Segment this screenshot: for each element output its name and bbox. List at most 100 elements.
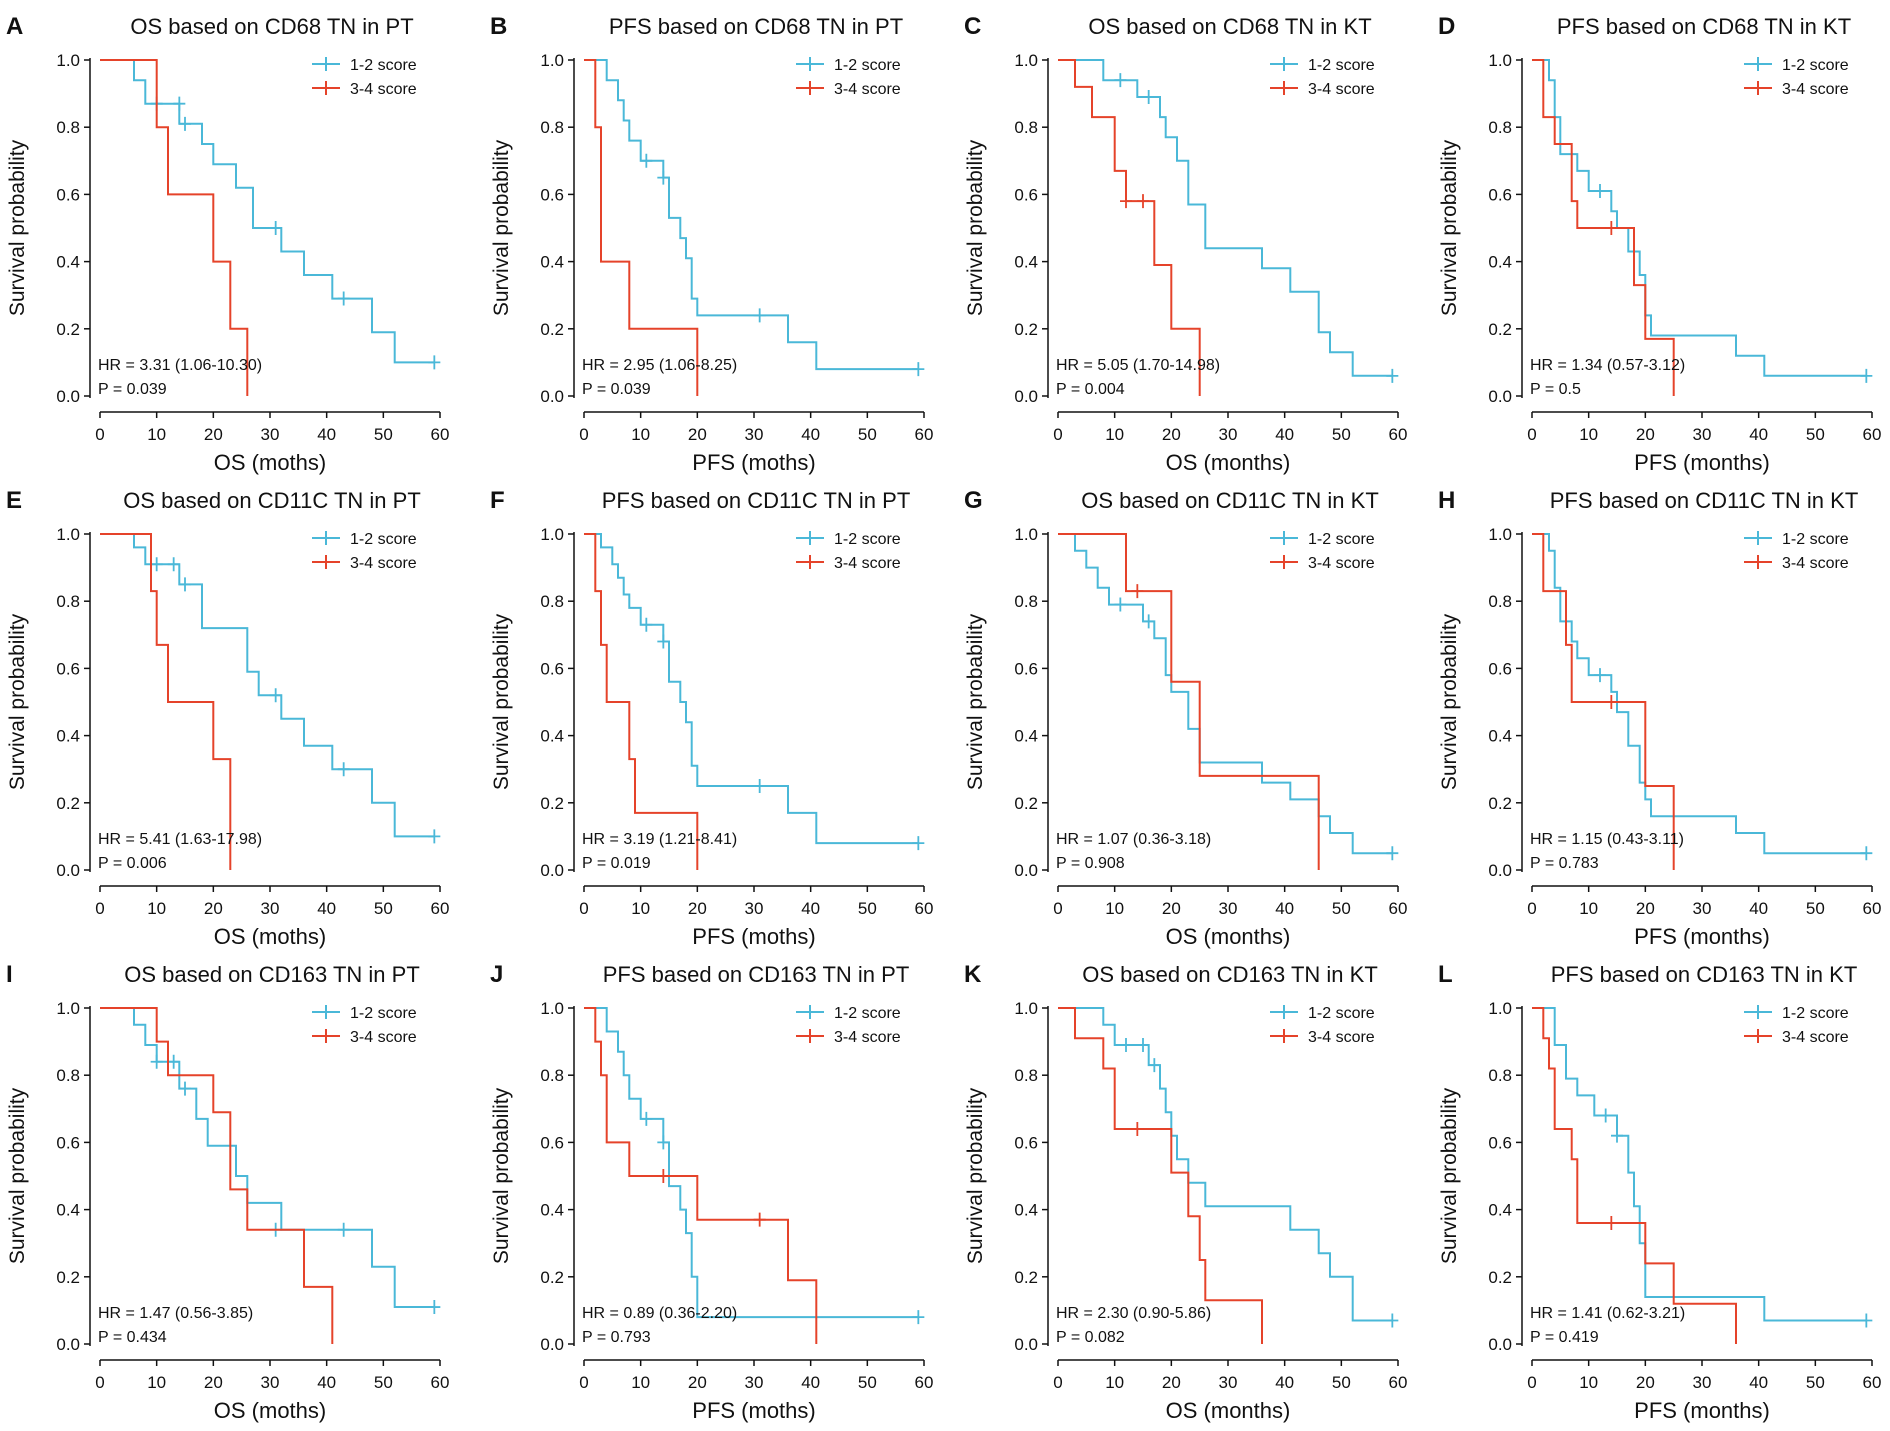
x-tick-label: 40: [801, 1373, 820, 1392]
legend-swatch-low: [312, 531, 340, 545]
hr-annotation: HR = 3.19 (1.21-8.41): [582, 831, 737, 848]
x-tick-label: 0: [95, 425, 104, 444]
chart-panel-f: F PFS based on CD11C TN in PT 0.0 0.2 0.4 0.6…: [490, 487, 933, 949]
censor-mark: [173, 96, 186, 111]
y-tick-label: 0.2: [540, 320, 564, 339]
x-tick-label: 30: [1219, 425, 1238, 444]
hr-annotation: HR = 1.07 (0.36-3.18): [1056, 831, 1211, 848]
x-tick-label: 10: [1579, 899, 1598, 918]
censor-mark: [1594, 668, 1606, 683]
x-tick-label: 40: [1275, 425, 1294, 444]
x-tick-label: 0: [579, 899, 588, 918]
legend-label: 1-2 score: [834, 57, 901, 74]
censor-mark: [912, 362, 925, 377]
y-tick-label: 0.8: [540, 592, 564, 611]
x-tick-label: 60: [1389, 425, 1408, 444]
p-value-annotation: P = 0.908: [1056, 855, 1125, 872]
y-tick-label: 0.4: [1014, 253, 1038, 272]
y-tick-label: 1.0: [540, 999, 564, 1018]
legend-swatch-low: [796, 1005, 824, 1019]
censor-mark: [1605, 1216, 1618, 1231]
legend-label: 3-4 score: [834, 555, 901, 572]
legend-label: 1-2 score: [1308, 531, 1375, 548]
chart-title: PFS based on CD163 TN in PT: [603, 962, 910, 987]
x-tick-label: 50: [1332, 899, 1351, 918]
x-tick-label: 30: [745, 425, 764, 444]
censor-mark: [1142, 89, 1155, 104]
censor-mark: [753, 1212, 766, 1227]
y-tick-label: 0.6: [540, 185, 564, 204]
x-tick-label: 30: [261, 1373, 280, 1392]
chart-title: PFS based on CD11C TN in KT: [1550, 488, 1859, 513]
x-tick-label: 0: [95, 1373, 104, 1392]
legend-swatch-high: [1744, 1029, 1772, 1043]
y-tick-label: 0.8: [540, 1066, 564, 1085]
x-axis-label: PFS (moths): [692, 924, 815, 949]
chart-title: OS based on CD163 TN in KT: [1082, 962, 1378, 987]
censor-mark: [428, 355, 441, 370]
legend-label: 1-2 score: [834, 531, 901, 548]
x-tick-label: 0: [1053, 425, 1062, 444]
legend-swatch-low: [312, 57, 340, 71]
chart-title: PFS based on CD11C TN in PT: [602, 488, 911, 513]
panel-letter: I: [6, 961, 13, 988]
x-tick-label: 20: [1636, 425, 1655, 444]
x-tick-label: 50: [1806, 1373, 1825, 1392]
y-tick-label: 0.2: [56, 1268, 80, 1287]
x-tick-label: 40: [1275, 899, 1294, 918]
y-tick-label: 0.2: [1014, 1268, 1038, 1287]
x-tick-label: 10: [631, 899, 650, 918]
x-tick-label: 40: [801, 425, 820, 444]
censor-mark: [1386, 1313, 1399, 1328]
km-curve-high: [100, 1007, 334, 1344]
km-curve-low: [100, 59, 435, 364]
x-tick-label: 40: [317, 1373, 336, 1392]
y-tick-label: 1.0: [56, 525, 80, 544]
x-tick-label: 30: [1693, 899, 1712, 918]
censor-mark: [1605, 221, 1618, 235]
y-tick-label: 0.4: [1488, 253, 1512, 272]
y-tick-label: 0.2: [1488, 320, 1512, 339]
chart-panel-b: B PFS based on CD68 TN in PT 0.0 0.2 0.4 0.6 0…: [490, 13, 933, 475]
y-tick-label: 0.4: [1488, 727, 1512, 746]
km-curve-high: [1532, 1007, 1737, 1344]
x-tick-label: 10: [631, 1373, 650, 1392]
x-tick-label: 0: [1053, 899, 1062, 918]
x-tick-label: 60: [1863, 1373, 1882, 1392]
y-tick-label: 0.2: [1488, 794, 1512, 813]
chart-title: PFS based on CD163 TN in KT: [1551, 962, 1858, 987]
legend-swatch-high: [312, 81, 340, 95]
km-curve-high: [1058, 59, 1201, 396]
censor-mark: [640, 153, 653, 168]
censor-mark: [753, 779, 766, 793]
chart-title: OS based on CD68 TN in PT: [130, 14, 413, 39]
hr-annotation: HR = 5.05 (1.70-14.98): [1056, 357, 1220, 374]
legend-swatch-low: [312, 1005, 340, 1019]
km-curve-low: [100, 1007, 435, 1308]
x-tick-label: 0: [95, 899, 104, 918]
y-tick-label: 0.4: [56, 1201, 80, 1220]
legend-label: 1-2 score: [1782, 531, 1849, 548]
legend-label: 1-2 score: [1308, 1005, 1375, 1022]
km-curve-high: [584, 533, 699, 870]
y-tick-label: 0.6: [540, 1133, 564, 1152]
censor-mark: [1120, 194, 1132, 209]
x-tick-label: 20: [688, 425, 707, 444]
y-tick-label: 0.6: [1014, 659, 1038, 678]
x-tick-label: 50: [1332, 1373, 1351, 1392]
x-tick-label: 30: [1219, 1373, 1238, 1392]
km-curve-high: [100, 59, 249, 396]
y-tick-label: 0.6: [1014, 185, 1038, 204]
x-tick-label: 20: [1636, 1373, 1655, 1392]
legend-swatch-high: [1744, 555, 1772, 569]
y-tick-label: 0.0: [540, 387, 564, 406]
hr-annotation: HR = 2.95 (1.06-8.25): [582, 357, 737, 374]
legend-swatch-high: [796, 1029, 824, 1043]
y-tick-label: 0.2: [540, 794, 564, 813]
x-tick-label: 60: [1863, 425, 1882, 444]
x-tick-label: 20: [688, 1373, 707, 1392]
x-tick-label: 20: [204, 1373, 223, 1392]
chart-panel-c: C OS based on CD68 TN in KT 0.0 0.2 0.4 0.6 0.…: [964, 13, 1407, 475]
y-tick-label: 1.0: [1488, 525, 1512, 544]
x-tick-label: 60: [1389, 899, 1408, 918]
